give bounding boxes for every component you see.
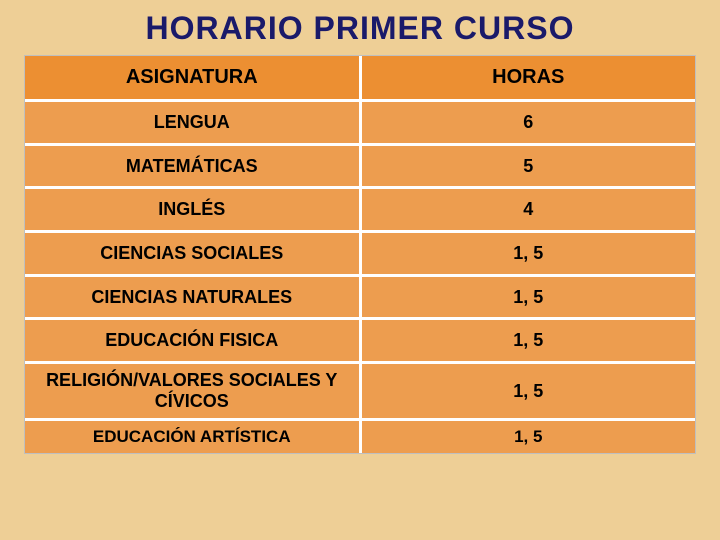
table-row: EDUCACIÓN FISICA 1, 5	[25, 320, 695, 364]
hours-cell: 1, 5	[362, 277, 696, 318]
hours-cell: 6	[362, 102, 696, 143]
table-row: MATEMÁTICAS 5	[25, 146, 695, 190]
subject-cell: EDUCACIÓN FISICA	[25, 320, 362, 361]
subject-cell: CIENCIAS SOCIALES	[25, 233, 362, 274]
hours-cell: 1, 5	[362, 320, 696, 361]
subject-cell: EDUCACIÓN ARTÍSTICA	[25, 421, 362, 453]
subject-cell: CIENCIAS NATURALES	[25, 277, 362, 318]
page-title: HORARIO PRIMER CURSO	[0, 0, 720, 55]
table-body: LENGUA 6 MATEMÁTICAS 5 INGLÉS 4 CIENCIAS…	[25, 102, 695, 453]
hours-cell: 1, 5	[362, 421, 696, 453]
subject-cell: MATEMÁTICAS	[25, 146, 362, 187]
subject-cell: LENGUA	[25, 102, 362, 143]
table-row: LENGUA 6	[25, 102, 695, 146]
subject-cell: INGLÉS	[25, 189, 362, 230]
hours-cell: 5	[362, 146, 696, 187]
table-row: EDUCACIÓN ARTÍSTICA 1, 5	[25, 421, 695, 453]
hours-cell: 1, 5	[362, 233, 696, 274]
table-header-row: ASIGNATURA HORAS	[25, 56, 695, 102]
table-row: RELIGIÓN/VALORES SOCIALES Y CÍVICOS 1, 5	[25, 364, 695, 421]
hours-cell: 1, 5	[362, 364, 696, 418]
column-header-hours: HORAS	[362, 56, 696, 99]
subject-cell: RELIGIÓN/VALORES SOCIALES Y CÍVICOS	[25, 364, 362, 418]
table-row: CIENCIAS NATURALES 1, 5	[25, 277, 695, 321]
hours-cell: 4	[362, 189, 696, 230]
schedule-table: ASIGNATURA HORAS LENGUA 6 MATEMÁTICAS 5 …	[24, 55, 696, 454]
table-row: CIENCIAS SOCIALES 1, 5	[25, 233, 695, 277]
table-row: INGLÉS 4	[25, 189, 695, 233]
column-header-subject: ASIGNATURA	[25, 56, 362, 99]
